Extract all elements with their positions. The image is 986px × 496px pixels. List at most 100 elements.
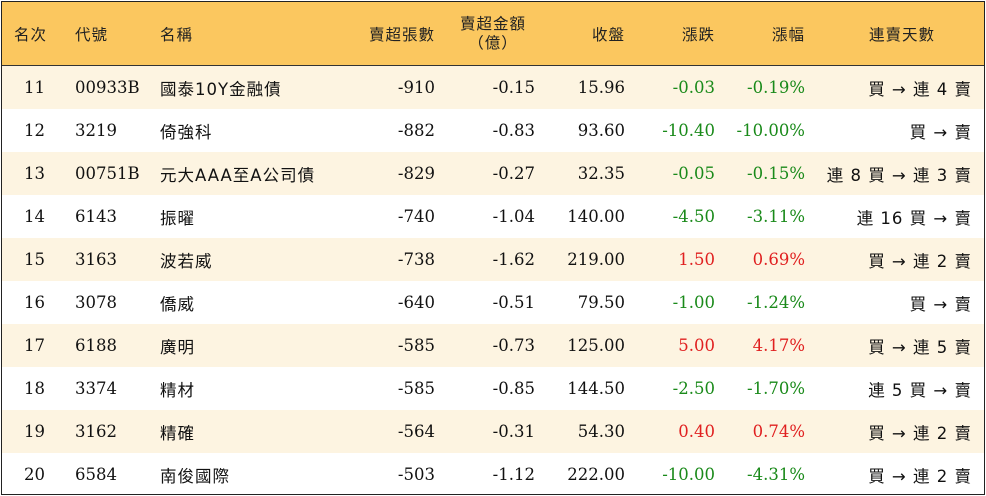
code-cell: 3162 <box>75 422 117 441</box>
table-row: 14 6143 振曜 -740 -1.04 140.00 -4.50 -3.11% 連 16 買… <box>2 195 984 238</box>
table-row: 12 3219 倚強科 -882 -0.83 93.60 -10.40 -10.00% 買 → … <box>2 109 984 152</box>
change-cell: -0.05 <box>672 164 715 183</box>
net-sell-amount-cell: -0.15 <box>492 78 535 97</box>
streak-cell: 買 → 連 2 賣 <box>868 423 972 443</box>
close-cell: 222.00 <box>567 465 625 484</box>
table-row: 20 6584 南俊國際 -503 -1.12 222.00 -10.00 -4.31% 買 →… <box>2 453 984 494</box>
net-sell-shares-cell: -738 <box>397 250 435 269</box>
header-change: 漲跌 <box>681 25 715 44</box>
table-row: 19 3162 精確 -564 -0.31 54.30 0.40 0.74% 買 → 連 2 賣 <box>2 410 984 453</box>
change-pct-cell: -0.15% <box>747 164 805 183</box>
net-sell-shares-cell: -829 <box>397 164 435 183</box>
change-pct-cell: 0.69% <box>752 250 805 269</box>
streak-cell: 買 → 賣 <box>909 294 972 314</box>
header-net-sell-amount-line2: （億） <box>468 33 518 52</box>
header-streak: 連賣天數 <box>868 25 935 44</box>
table-row: 16 3078 僑威 -640 -0.51 79.50 -1.00 -1.24% 買 → 賣 <box>2 281 984 324</box>
code-cell: 6188 <box>75 336 117 355</box>
rank-cell: 12 <box>24 121 45 140</box>
net-sell-amount-cell: -0.31 <box>492 422 535 441</box>
net-sell-amount-cell: -0.27 <box>492 164 535 183</box>
change-pct-cell: 4.17% <box>752 336 805 355</box>
name-cell: 波若威 <box>160 251 213 271</box>
net-sell-shares-cell: -882 <box>397 121 435 140</box>
header-net-sell-amount: 賣超金額 （億） <box>448 2 538 65</box>
streak-cell: 連 5 買 → 賣 <box>868 380 972 400</box>
rank-cell: 15 <box>24 250 45 269</box>
net-sell-shares-cell: -585 <box>397 336 435 355</box>
close-cell: 93.60 <box>577 121 625 140</box>
net-sell-amount-cell: -0.85 <box>492 379 535 398</box>
change-cell: -4.50 <box>672 207 715 226</box>
code-cell: 00751B <box>75 164 140 183</box>
change-cell: 1.50 <box>678 250 715 269</box>
code-cell: 6584 <box>75 465 117 484</box>
name-cell: 精確 <box>160 423 195 443</box>
change-pct-cell: -1.24% <box>747 293 805 312</box>
streak-cell: 買 → 連 4 賣 <box>868 79 972 99</box>
name-cell: 南俊國際 <box>160 466 230 486</box>
code-cell: 3374 <box>75 379 117 398</box>
streak-cell: 買 → 連 2 賣 <box>868 251 972 271</box>
name-cell: 僑威 <box>160 294 195 314</box>
name-cell: 國泰10Y金融債 <box>160 79 282 99</box>
net-sell-amount-cell: -0.51 <box>492 293 535 312</box>
net-sell-shares-cell: -640 <box>397 293 435 312</box>
change-pct-cell: -4.31% <box>747 465 805 484</box>
net-sell-shares-cell: -503 <box>397 465 435 484</box>
header-code: 代號 <box>75 25 109 44</box>
change-pct-cell: -10.00% <box>736 121 806 140</box>
net-sell-amount-cell: -0.73 <box>492 336 535 355</box>
streak-cell: 買 → 賣 <box>909 122 972 142</box>
close-cell: 15.96 <box>577 78 625 97</box>
net-sell-shares-cell: -740 <box>397 207 435 226</box>
rank-cell: 17 <box>24 336 45 355</box>
header-change-pct: 漲幅 <box>771 25 805 44</box>
name-cell: 廣明 <box>160 337 195 357</box>
rank-cell: 19 <box>24 422 45 441</box>
change-cell: -10.40 <box>662 121 715 140</box>
net-sell-amount-cell: -1.04 <box>492 207 535 226</box>
rank-cell: 14 <box>24 207 45 226</box>
change-cell: -0.03 <box>672 78 715 97</box>
net-sell-shares-cell: -585 <box>397 379 435 398</box>
rank-cell: 18 <box>24 379 45 398</box>
change-pct-cell: 0.74% <box>752 422 805 441</box>
table-row: 11 00933B 國泰10Y金融債 -910 -0.15 15.96 -0.03 -0.19… <box>2 66 984 109</box>
rank-cell: 16 <box>24 293 45 312</box>
name-cell: 精材 <box>160 380 195 400</box>
close-cell: 32.35 <box>577 164 625 183</box>
table-row: 13 00751B 元大AAA至A公司債 -829 -0.27 32.35 -0.05 -0.… <box>2 152 984 195</box>
change-cell: -2.50 <box>672 379 715 398</box>
close-cell: 219.00 <box>567 250 625 269</box>
rank-cell: 11 <box>24 78 45 97</box>
table-header: 名次 代號 名稱 賣超張數 賣超金額 （億） 收盤 漲跌 漲幅 連賣天數 <box>2 2 984 66</box>
net-sell-amount-cell: -1.12 <box>492 465 535 484</box>
code-cell: 3163 <box>75 250 117 269</box>
streak-cell: 買 → 連 2 賣 <box>868 466 972 486</box>
streak-cell: 買 → 連 5 賣 <box>868 337 972 357</box>
streak-cell: 連 16 買 → 賣 <box>856 208 972 228</box>
close-cell: 54.30 <box>577 422 625 441</box>
rank-cell: 13 <box>24 164 45 183</box>
net-sell-shares-cell: -910 <box>397 78 435 97</box>
change-pct-cell: -0.19% <box>747 78 805 97</box>
name-cell: 倚強科 <box>160 122 213 142</box>
code-cell: 00933B <box>75 78 140 97</box>
change-pct-cell: -1.70% <box>747 379 805 398</box>
header-net-sell-shares: 賣超張數 <box>368 25 435 44</box>
change-pct-cell: -3.11% <box>747 207 805 226</box>
close-cell: 144.50 <box>567 379 625 398</box>
code-cell: 3219 <box>75 121 117 140</box>
rank-cell: 20 <box>24 465 45 484</box>
name-cell: 振曜 <box>160 208 195 228</box>
net-sell-shares-cell: -564 <box>397 422 435 441</box>
code-cell: 3078 <box>75 293 117 312</box>
table-row: 17 6188 廣明 -585 -0.73 125.00 5.00 4.17% 買 → 連 5 … <box>2 324 984 367</box>
header-net-sell-amount-line1: 賣超金額 <box>459 14 526 33</box>
table-row: 15 3163 波若威 -738 -1.62 219.00 1.50 0.69% 買 → 連 2… <box>2 238 984 281</box>
net-sell-amount-cell: -1.62 <box>492 250 535 269</box>
streak-cell: 連 8 買 → 連 3 賣 <box>826 165 972 185</box>
table-row: 18 3374 精材 -585 -0.85 144.50 -2.50 -1.70% 連 5 買 … <box>2 367 984 410</box>
